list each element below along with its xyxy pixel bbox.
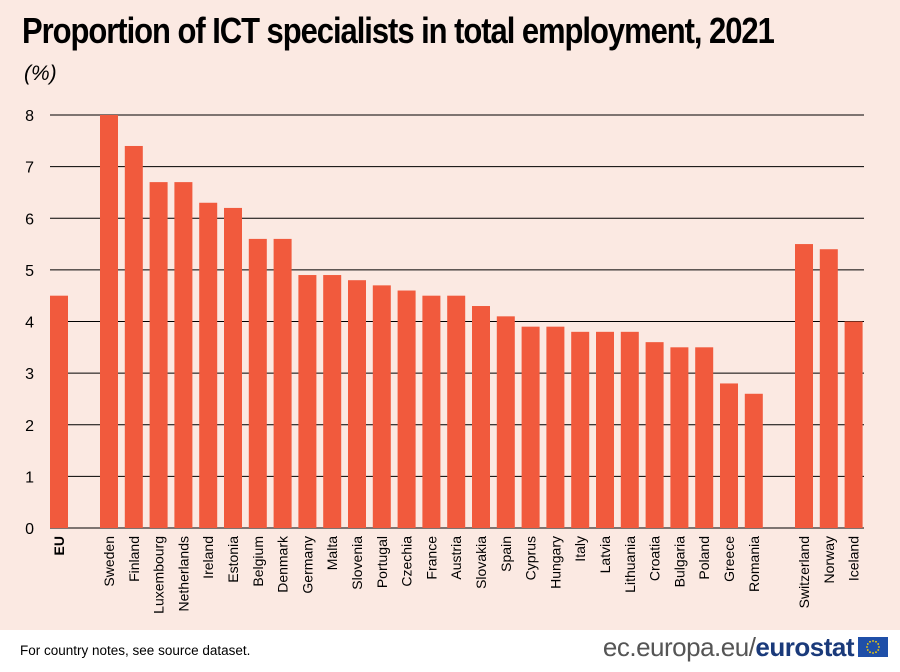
bar bbox=[744, 393, 763, 528]
x-tick-label: Czechia bbox=[399, 536, 415, 587]
bar bbox=[645, 342, 664, 528]
bar-chart: 0 1 2 3 4 5 6 7 8 EU Sweden Finland Luxembourg Nether… bbox=[25, 108, 864, 614]
bar bbox=[670, 347, 689, 528]
bar bbox=[720, 383, 738, 528]
y-tick-label: 6 bbox=[25, 211, 34, 228]
bar bbox=[323, 275, 342, 528]
y-tick-label: 1 bbox=[25, 469, 34, 486]
y-tick-label: 7 bbox=[25, 160, 34, 177]
flag-star bbox=[872, 640, 874, 642]
x-tick-label: Sweden bbox=[101, 536, 117, 587]
x-tick-label: Malta bbox=[324, 536, 340, 570]
x-tick-label: Estonia bbox=[225, 536, 241, 583]
x-tick-label: Lithuania bbox=[622, 536, 638, 593]
bar bbox=[496, 316, 515, 528]
x-tick-label: Denmark bbox=[275, 535, 291, 593]
bar bbox=[819, 249, 838, 528]
x-tick-label: Belgium bbox=[250, 536, 266, 587]
footnote: For country notes, see source dataset. bbox=[20, 643, 251, 658]
source-link[interactable]: ec.europa.eu/eurostat bbox=[602, 632, 855, 663]
bar bbox=[695, 347, 714, 528]
bar bbox=[372, 285, 391, 528]
flag-star bbox=[877, 643, 880, 645]
x-tick-label: EU bbox=[51, 536, 67, 555]
flag-star bbox=[866, 649, 869, 651]
bar bbox=[844, 321, 863, 528]
x-tick-label: Italy bbox=[572, 536, 588, 562]
x-tick-label: Spain bbox=[498, 536, 514, 572]
bar bbox=[100, 115, 118, 528]
bar bbox=[149, 182, 168, 529]
bar bbox=[571, 331, 590, 528]
flag-background bbox=[858, 637, 888, 657]
bar bbox=[224, 207, 242, 529]
bar bbox=[447, 295, 466, 528]
flag-star bbox=[866, 643, 869, 645]
bar bbox=[298, 275, 317, 528]
x-tick-label: Austria bbox=[448, 536, 464, 580]
x-tick-label: Ireland bbox=[200, 536, 216, 579]
x-tick-label: Cyprus bbox=[523, 536, 539, 580]
x-tick-label: Portugal bbox=[374, 536, 390, 588]
bar bbox=[348, 280, 366, 528]
bar bbox=[546, 326, 565, 528]
bar bbox=[124, 145, 143, 528]
x-tick-label: Slovenia bbox=[349, 536, 365, 590]
footer-bar bbox=[0, 630, 900, 672]
bar bbox=[50, 295, 68, 528]
x-tick-label: Switzerland bbox=[796, 536, 812, 608]
y-tick-label: 4 bbox=[25, 315, 34, 332]
chart-title: Proportion of ICT specialists in total e… bbox=[22, 10, 775, 51]
source-brand: eurostat bbox=[755, 632, 854, 662]
bar bbox=[397, 290, 416, 528]
x-tick-label: Netherlands bbox=[175, 536, 191, 612]
x-tick-label: Finland bbox=[126, 536, 142, 582]
flag-star bbox=[875, 651, 877, 654]
x-tick-label: Poland bbox=[696, 536, 712, 580]
y-tick-label: 3 bbox=[25, 366, 34, 383]
flag-star bbox=[877, 649, 880, 651]
y-tick-label: 5 bbox=[25, 263, 34, 280]
bar bbox=[472, 306, 490, 528]
flag-star bbox=[869, 640, 871, 643]
y-tick-label: 2 bbox=[25, 418, 34, 435]
bar bbox=[248, 238, 267, 528]
eu-flag-icon bbox=[858, 637, 888, 657]
y-tick-label: 0 bbox=[25, 521, 34, 538]
flag-star bbox=[872, 652, 874, 654]
bar bbox=[422, 295, 441, 528]
flag-star bbox=[875, 640, 877, 643]
x-tick-label: Iceland bbox=[846, 536, 862, 581]
flag-star bbox=[869, 651, 871, 654]
bar bbox=[273, 238, 292, 528]
x-tick-label: Luxembourg bbox=[151, 536, 167, 614]
bar bbox=[596, 331, 614, 528]
bar bbox=[620, 331, 639, 528]
bar bbox=[199, 202, 218, 528]
x-tick-label: France bbox=[423, 536, 439, 580]
x-tick-label: Slovakia bbox=[473, 536, 489, 589]
flag-star bbox=[878, 646, 880, 648]
x-tick-label: Latvia bbox=[597, 536, 613, 574]
x-tick-label: Romania bbox=[746, 536, 762, 592]
x-tick-label: Greece bbox=[721, 536, 737, 582]
x-tick-label: Hungary bbox=[547, 536, 563, 589]
bar bbox=[795, 244, 813, 528]
bar bbox=[521, 326, 540, 528]
unit-label: (%) bbox=[24, 62, 57, 85]
y-tick-label: 8 bbox=[25, 108, 34, 125]
x-tick-label: Norway bbox=[821, 536, 837, 583]
x-tick-label: Bulgaria bbox=[671, 536, 687, 588]
x-tick-label: Germany bbox=[299, 536, 315, 594]
flag-star bbox=[866, 646, 868, 648]
x-tick-label: Croatia bbox=[647, 536, 663, 581]
source-prefix: ec.europa.eu/ bbox=[602, 632, 756, 662]
bar bbox=[174, 182, 193, 529]
